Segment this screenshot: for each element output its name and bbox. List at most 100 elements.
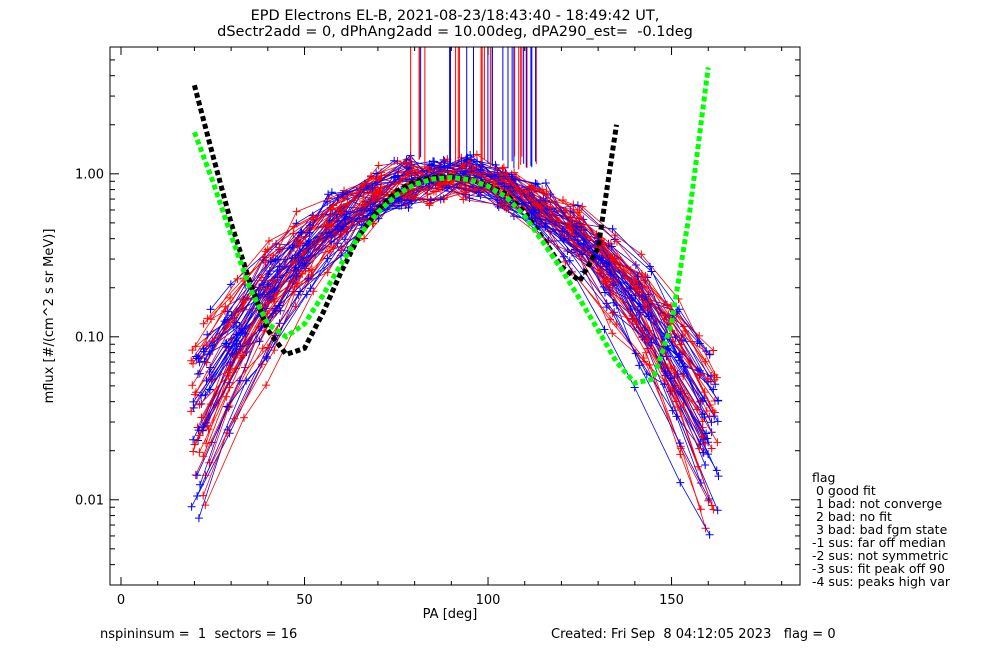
data-point-marker bbox=[577, 250, 586, 259]
y-axis-label: mflux [#/(cm^2 s sr MeV)] bbox=[42, 229, 57, 404]
data-point-marker bbox=[262, 285, 271, 294]
data-point-marker bbox=[709, 346, 718, 355]
data-point-marker bbox=[460, 188, 469, 197]
data-point-marker bbox=[307, 265, 316, 274]
data-point-marker bbox=[201, 501, 210, 510]
data-point-marker bbox=[476, 165, 485, 174]
data-point-marker bbox=[188, 346, 197, 355]
data-point-marker bbox=[676, 478, 685, 487]
data-point-marker bbox=[323, 254, 332, 263]
y-tick-label: 0.01 bbox=[75, 493, 104, 508]
data-trace bbox=[208, 163, 706, 529]
data-point-marker bbox=[534, 205, 543, 214]
data-point-marker bbox=[711, 380, 720, 389]
data-point-marker bbox=[270, 304, 279, 313]
data-point-marker bbox=[700, 413, 709, 422]
data-point-marker bbox=[194, 514, 203, 523]
data-point-marker bbox=[712, 466, 721, 475]
data-point-marker bbox=[190, 390, 199, 399]
data-point-marker bbox=[195, 480, 204, 489]
data-point-marker bbox=[400, 158, 409, 167]
data-point-marker bbox=[458, 162, 467, 171]
chart-title-line1: EPD Electrons EL-B, 2021-08-23/18:43:40 … bbox=[250, 8, 660, 24]
data-point-marker bbox=[713, 417, 722, 426]
data-point-marker bbox=[343, 199, 352, 208]
axes-layer: 0 50 100 150 0.01 0.10 1.00 PA [deg] mflux [#/… bbox=[42, 46, 801, 622]
data-point-marker bbox=[305, 228, 314, 237]
data-point-marker bbox=[560, 234, 569, 243]
data-point-marker bbox=[430, 161, 439, 170]
data-point-marker bbox=[369, 195, 378, 204]
data-point-marker bbox=[295, 240, 304, 249]
data-point-marker bbox=[199, 319, 208, 328]
data-trace bbox=[202, 154, 704, 457]
data-point-marker bbox=[611, 263, 620, 272]
data-point-marker bbox=[565, 224, 574, 233]
x-axis-label: PA [deg] bbox=[423, 607, 478, 622]
data-point-marker bbox=[223, 320, 232, 329]
data-trace bbox=[199, 176, 704, 453]
data-point-marker bbox=[714, 472, 723, 481]
data-point-marker bbox=[262, 381, 271, 390]
data-point-marker bbox=[704, 450, 713, 459]
data-point-marker bbox=[198, 426, 207, 435]
data-point-marker bbox=[342, 210, 351, 219]
data-trace bbox=[199, 160, 712, 377]
legend-item: 3 bad: bad fgm state bbox=[812, 522, 948, 537]
data-point-marker bbox=[644, 312, 653, 321]
data-point-marker bbox=[260, 326, 269, 335]
data-point-marker bbox=[714, 396, 723, 405]
data-point-marker bbox=[601, 277, 610, 286]
data-point-marker bbox=[705, 530, 714, 539]
legend-title: flag bbox=[812, 470, 836, 485]
data-point-marker bbox=[273, 267, 282, 276]
data-point-marker bbox=[532, 180, 541, 189]
data-point-marker bbox=[666, 374, 675, 383]
data-point-marker bbox=[626, 305, 635, 314]
data-point-marker bbox=[672, 397, 681, 406]
data-point-marker bbox=[404, 203, 413, 212]
data-point-marker bbox=[205, 385, 214, 394]
data-point-marker bbox=[675, 439, 684, 448]
data-point-marker bbox=[429, 157, 438, 166]
data-point-marker bbox=[194, 354, 203, 363]
green-fit-curve bbox=[192, 67, 711, 386]
data-point-marker bbox=[500, 182, 509, 191]
data-point-marker bbox=[220, 306, 229, 315]
data-point-marker bbox=[647, 338, 656, 347]
data-point-marker bbox=[499, 163, 508, 172]
data-point-marker bbox=[226, 293, 235, 302]
data-point-marker bbox=[222, 392, 231, 401]
data-trace bbox=[196, 168, 709, 497]
data-point-marker bbox=[233, 274, 242, 283]
data-point-marker bbox=[630, 276, 639, 285]
data-trace bbox=[192, 160, 708, 439]
data-point-marker bbox=[187, 502, 196, 511]
x-tick-label: 150 bbox=[659, 593, 684, 608]
data-point-marker bbox=[207, 315, 216, 324]
data-point-marker bbox=[608, 329, 617, 338]
data-point-marker bbox=[270, 346, 279, 355]
data-point-marker bbox=[298, 269, 307, 278]
data-point-marker bbox=[195, 448, 204, 457]
data-point-marker bbox=[302, 239, 311, 248]
data-point-marker bbox=[257, 360, 266, 369]
data-point-marker bbox=[323, 268, 332, 277]
chart-title-line2: dSectr2add = 0, dPhAng2add = 10.00deg, d… bbox=[217, 24, 693, 40]
data-point-marker bbox=[707, 418, 716, 427]
data-point-marker bbox=[641, 303, 650, 312]
data-point-marker bbox=[265, 236, 274, 245]
data-point-marker bbox=[206, 305, 215, 314]
data-point-marker bbox=[302, 290, 311, 299]
data-point-marker bbox=[360, 234, 369, 243]
data-point-marker bbox=[202, 439, 211, 448]
data-point-marker bbox=[668, 406, 677, 415]
data-point-marker bbox=[230, 414, 239, 423]
data-point-marker bbox=[640, 357, 649, 366]
plot-frame bbox=[109, 46, 801, 586]
data-point-marker bbox=[699, 448, 708, 457]
data-point-marker bbox=[510, 168, 519, 177]
data-point-marker bbox=[702, 347, 711, 356]
data-point-marker bbox=[496, 200, 505, 209]
